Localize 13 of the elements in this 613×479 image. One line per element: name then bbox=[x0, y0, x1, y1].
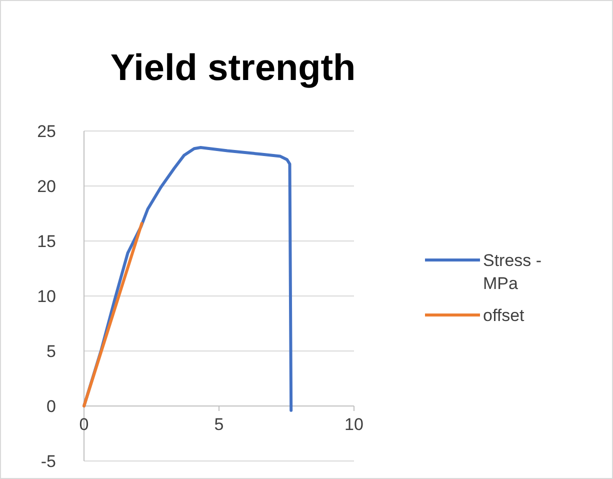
y-tick-label: 0 bbox=[46, 397, 56, 416]
x-tick-label: 0 bbox=[79, 415, 89, 434]
y-tick-label: 15 bbox=[37, 232, 56, 251]
chart-title: Yield strength bbox=[110, 47, 356, 88]
y-tick-label: 5 bbox=[46, 342, 56, 361]
y-tick-label: 20 bbox=[37, 177, 56, 196]
x-tick-label: 10 bbox=[344, 415, 364, 434]
y-tick-label: -5 bbox=[40, 452, 56, 471]
y-tick-label: 10 bbox=[37, 287, 56, 306]
x-tick-label: 5 bbox=[214, 415, 224, 434]
legend-label: Stress - MPa bbox=[483, 251, 542, 293]
legend-label: offset bbox=[483, 306, 525, 325]
y-tick-label: 25 bbox=[37, 122, 56, 141]
